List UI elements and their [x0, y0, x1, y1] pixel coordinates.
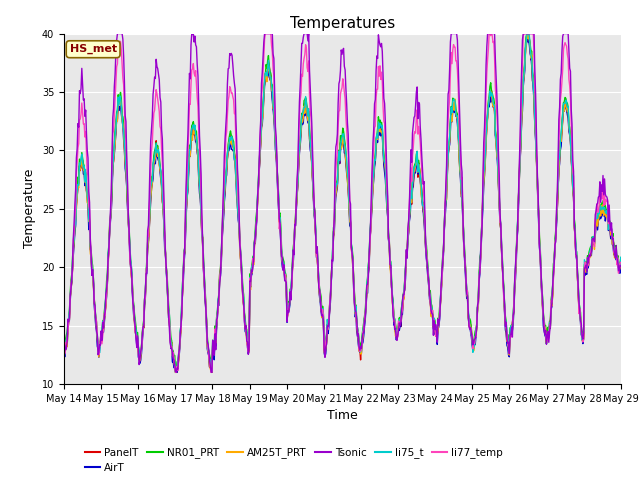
NR01_PRT — [428, 300, 435, 306]
X-axis label: Time: Time — [327, 409, 358, 422]
NR01_PRT — [214, 298, 222, 303]
Line: NR01_PRT: NR01_PRT — [64, 34, 621, 372]
li77_temp — [185, 128, 193, 134]
Tsonic — [172, 370, 180, 375]
Tsonic — [215, 293, 223, 299]
AM25T_PRT — [214, 306, 222, 312]
PanelT — [428, 312, 435, 317]
AirT — [60, 350, 68, 356]
li77_temp — [172, 370, 179, 375]
Title: Temperatures: Temperatures — [290, 16, 395, 31]
li77_temp — [60, 344, 68, 349]
AirT — [185, 169, 193, 175]
li75_t — [214, 297, 222, 302]
Tsonic — [60, 341, 68, 347]
Line: PanelT: PanelT — [64, 34, 621, 372]
li75_t — [60, 336, 68, 342]
AM25T_PRT — [70, 237, 78, 243]
li77_temp — [412, 130, 419, 136]
PanelT — [185, 163, 193, 169]
Tsonic — [186, 71, 193, 76]
PanelT — [617, 261, 625, 267]
li75_t — [617, 254, 625, 260]
PanelT — [60, 345, 68, 350]
AirT — [214, 302, 222, 308]
AirT — [524, 31, 531, 36]
Legend: PanelT, AirT, NR01_PRT, AM25T_PRT, Tsonic, li75_t, li77_temp: PanelT, AirT, NR01_PRT, AM25T_PRT, Tsoni… — [81, 444, 508, 477]
AM25T_PRT — [428, 313, 435, 319]
li77_temp — [617, 260, 625, 265]
li77_temp — [214, 303, 222, 309]
AirT — [70, 242, 78, 248]
li75_t — [70, 237, 78, 242]
PanelT — [70, 240, 78, 245]
AM25T_PRT — [185, 165, 193, 170]
Tsonic — [428, 311, 436, 316]
Tsonic — [128, 282, 136, 288]
Line: Tsonic: Tsonic — [64, 34, 621, 372]
NR01_PRT — [60, 333, 68, 339]
AirT — [172, 370, 180, 375]
AirT — [617, 265, 625, 271]
li77_temp — [127, 271, 135, 276]
PanelT — [214, 303, 222, 309]
li77_temp — [70, 232, 78, 238]
li77_temp — [262, 31, 269, 36]
PanelT — [127, 271, 135, 277]
Tsonic — [113, 31, 121, 36]
Tsonic — [617, 263, 625, 269]
NR01_PRT — [411, 162, 419, 168]
li75_t — [127, 263, 135, 269]
Line: li77_temp: li77_temp — [64, 34, 621, 372]
PanelT — [524, 31, 531, 36]
NR01_PRT — [524, 31, 531, 36]
AM25T_PRT — [524, 31, 531, 36]
AM25T_PRT — [617, 258, 625, 264]
Line: AM25T_PRT: AM25T_PRT — [64, 34, 621, 372]
NR01_PRT — [70, 238, 78, 244]
li77_temp — [428, 311, 436, 317]
NR01_PRT — [127, 264, 135, 270]
Line: AirT: AirT — [64, 34, 621, 372]
PanelT — [172, 370, 179, 375]
AM25T_PRT — [411, 168, 419, 174]
NR01_PRT — [172, 370, 179, 375]
li75_t — [524, 31, 531, 36]
li75_t — [185, 160, 193, 166]
AM25T_PRT — [172, 370, 179, 375]
li75_t — [411, 164, 419, 170]
Text: HS_met: HS_met — [70, 44, 116, 54]
NR01_PRT — [617, 255, 625, 261]
Tsonic — [70, 221, 78, 227]
li75_t — [428, 305, 435, 311]
li75_t — [172, 370, 179, 375]
AM25T_PRT — [60, 336, 68, 342]
PanelT — [411, 169, 419, 175]
AirT — [428, 307, 435, 312]
NR01_PRT — [185, 156, 193, 162]
AM25T_PRT — [127, 273, 135, 279]
Tsonic — [412, 103, 419, 108]
AirT — [411, 170, 419, 176]
Y-axis label: Temperature: Temperature — [23, 169, 36, 249]
AirT — [127, 269, 135, 275]
Line: li75_t: li75_t — [64, 34, 621, 372]
